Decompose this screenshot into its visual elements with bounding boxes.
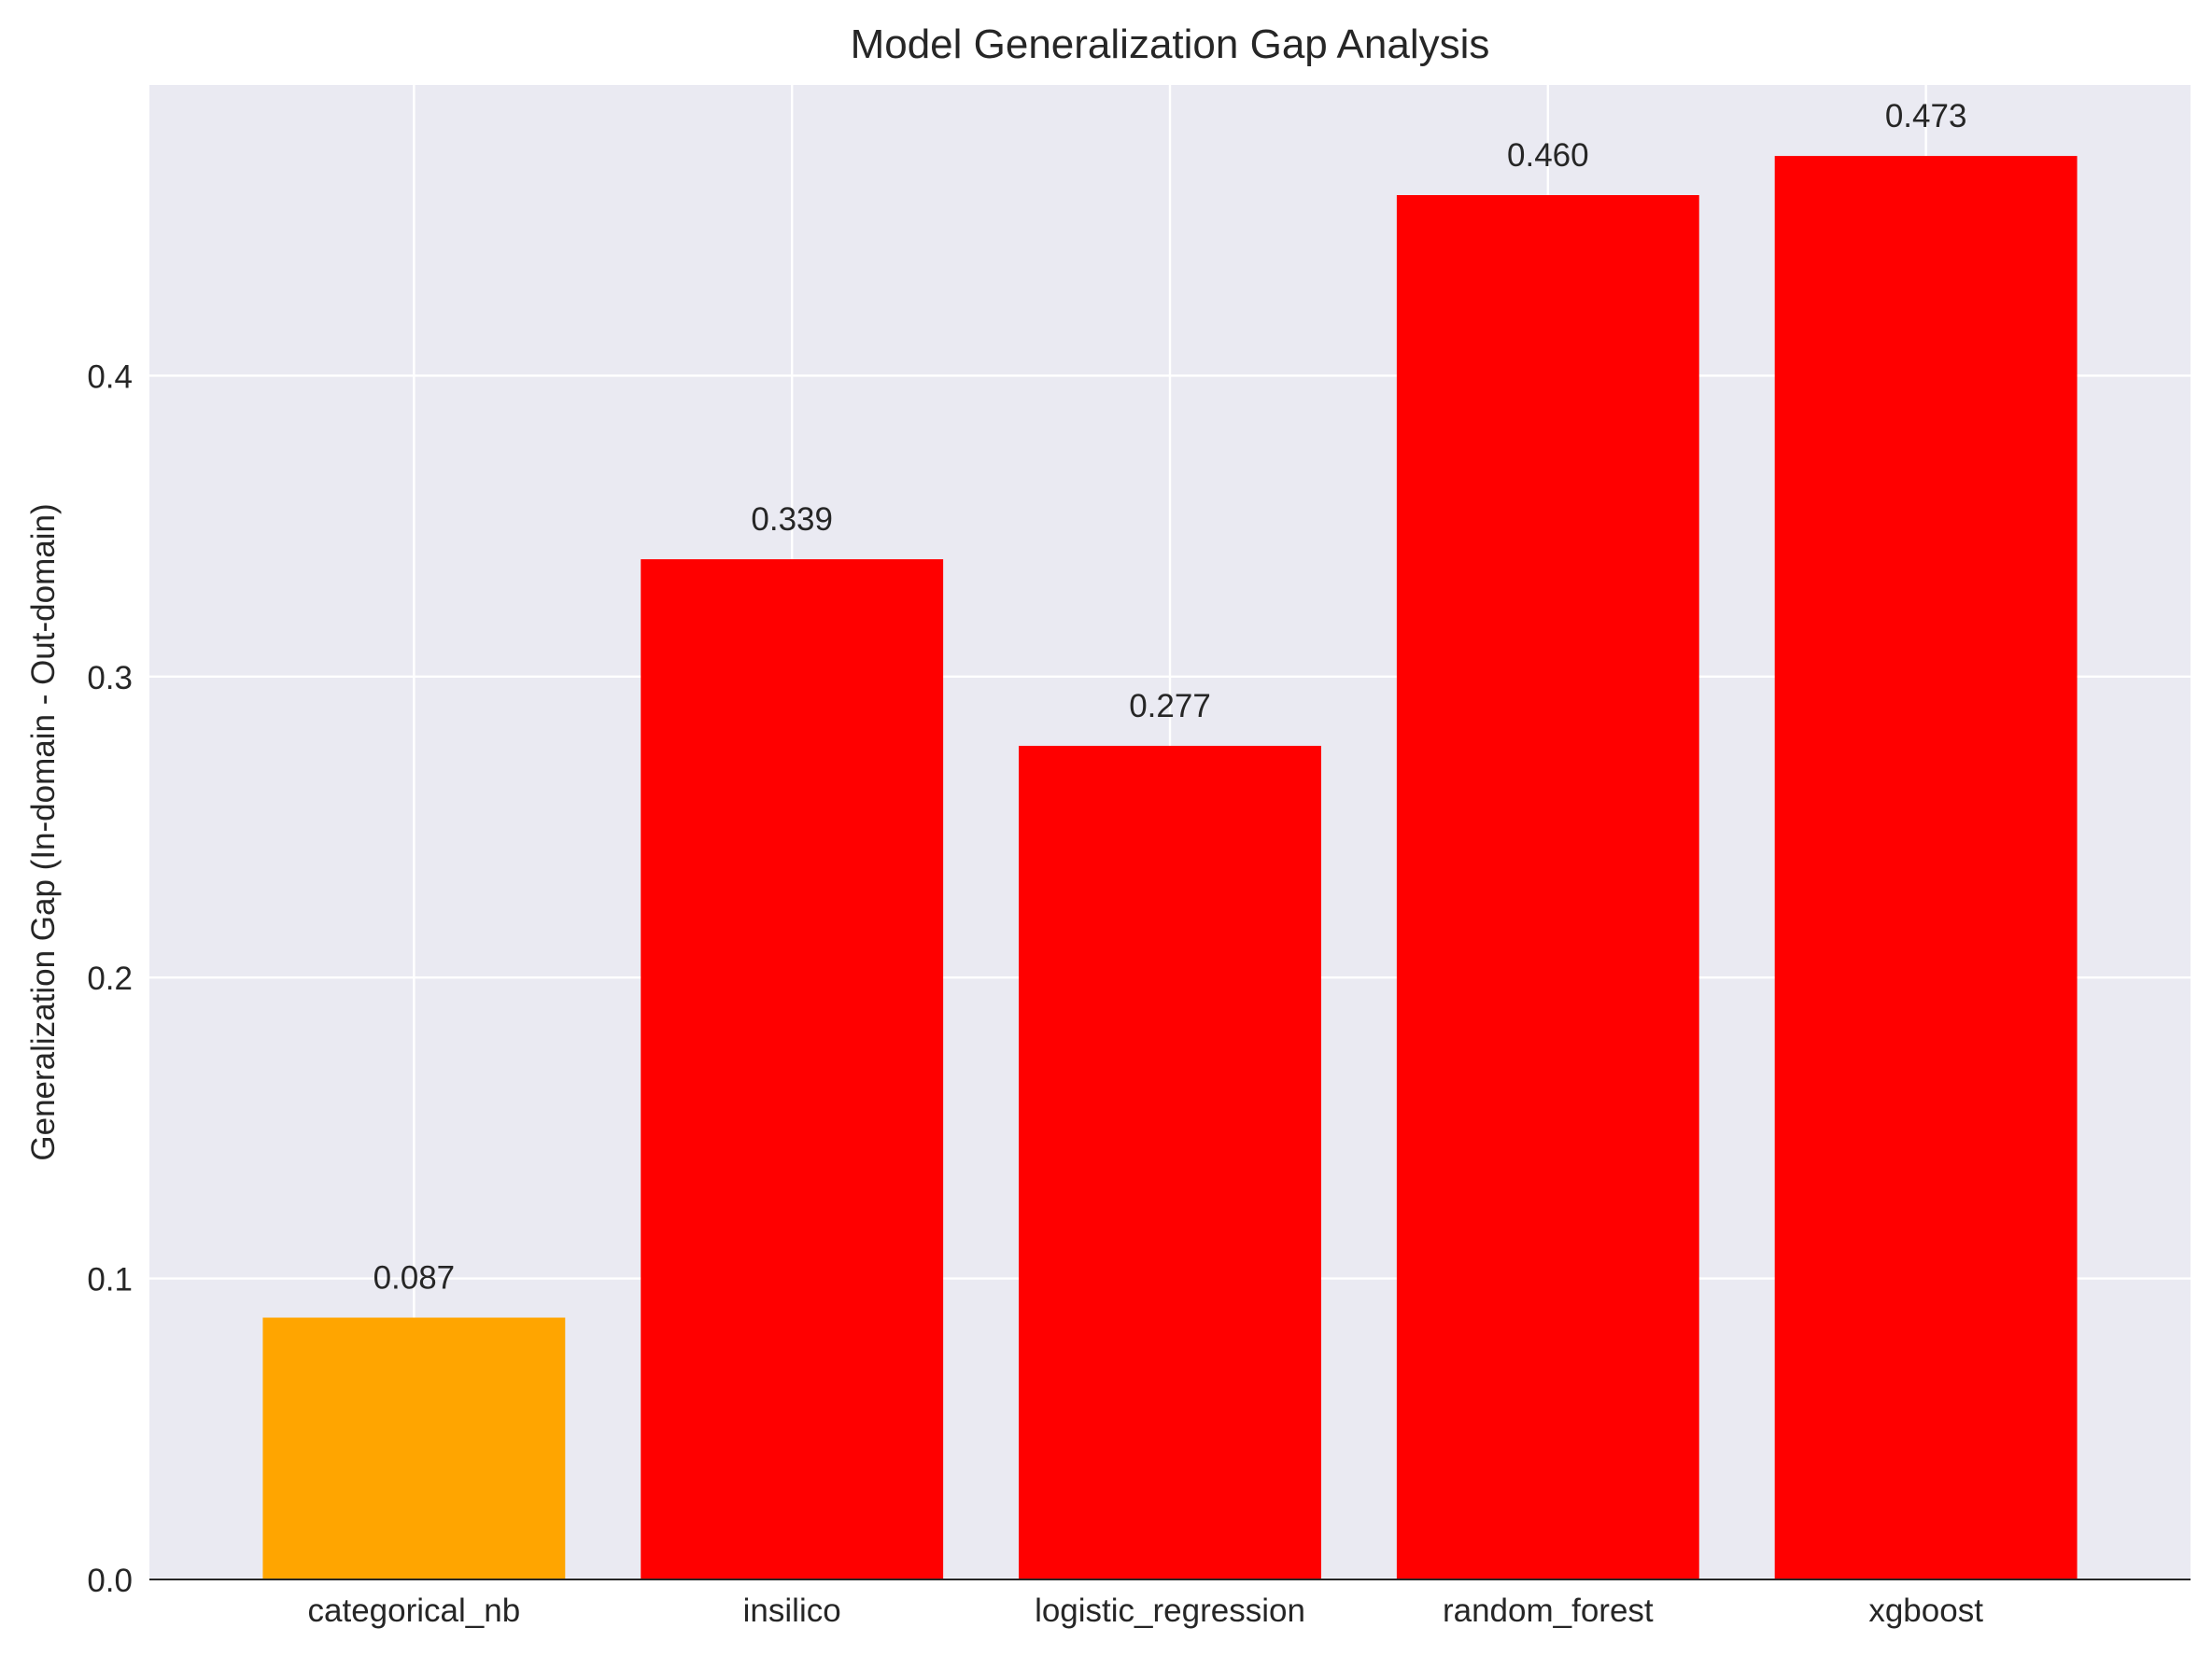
bars (262, 156, 2078, 1579)
bar-xgboost (1774, 156, 2078, 1579)
x-tick-label-insilico: insilico (743, 1593, 841, 1629)
x-tick-label-categorical-nb: categorical_nb (308, 1593, 521, 1629)
y-tick-label-3: 0.3 (87, 660, 133, 696)
data-labels: 0.087 0.339 0.277 0.460 0.473 (373, 98, 1967, 1296)
x-axis-ticks: categorical_nb insilico logistic_regressio… (308, 1593, 1984, 1629)
bar-insilico (641, 559, 944, 1579)
data-label-categorical-nb: 0.087 (373, 1260, 456, 1297)
data-label-random-forest: 0.460 (1507, 137, 1589, 174)
data-label-xgboost: 0.473 (1885, 98, 1967, 134)
y-axis-label: Generalization Gap (In-domain - Out-doma… (25, 503, 62, 1160)
y-tick-label-4: 0.4 (87, 358, 133, 395)
y-axis-ticks: 0.0 0.1 0.2 0.3 0.4 (87, 358, 133, 1599)
bar-categorical-nb (262, 1317, 566, 1579)
y-tick-label-1: 0.1 (87, 1262, 133, 1298)
data-label-logistic-regression: 0.277 (1129, 688, 1211, 724)
x-tick-label-random-forest: random_forest (1443, 1593, 1654, 1629)
bar-logistic-regression (1019, 745, 1321, 1579)
y-tick-label-0: 0.0 (87, 1563, 133, 1599)
bar-random-forest (1396, 194, 1699, 1579)
data-label-insilico: 0.339 (751, 501, 833, 538)
x-tick-label-xgboost: xgboost (1868, 1593, 1983, 1629)
chart-title: Model Generalization Gap Analysis (851, 21, 1490, 67)
y-tick-label-2: 0.2 (87, 961, 133, 997)
x-tick-label-logistic-regression: logistic_regression (1035, 1593, 1305, 1629)
